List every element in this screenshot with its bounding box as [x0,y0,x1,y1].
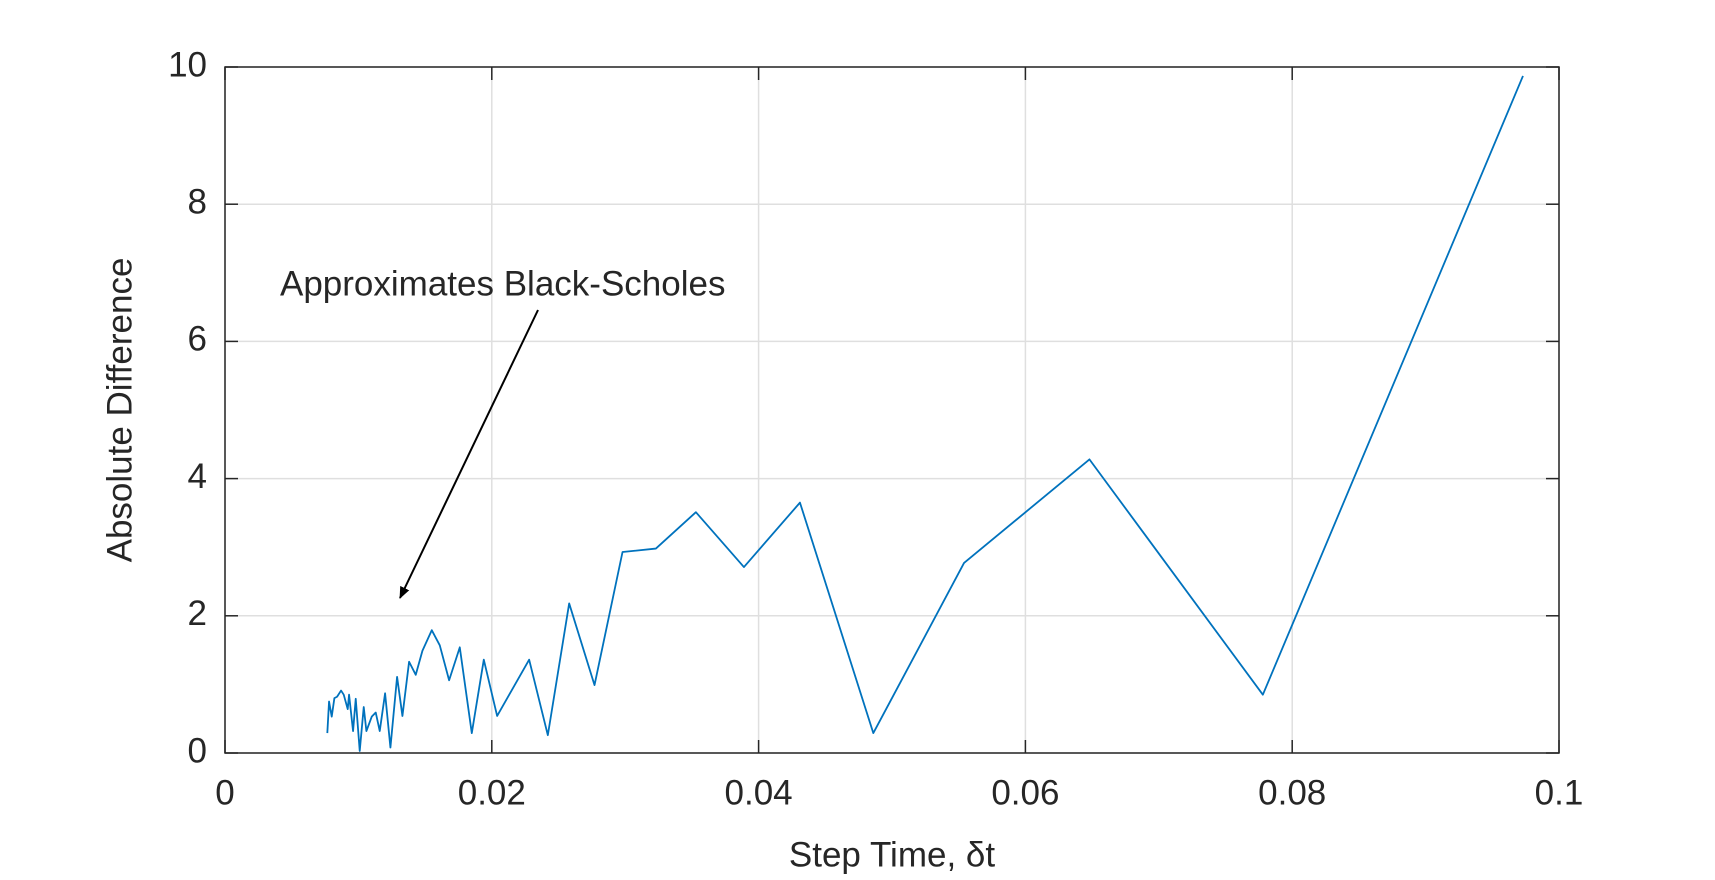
x-tick-label: 0.02 [458,773,526,812]
x-axis-label: Step Time, δt [789,835,995,874]
plot-frame [224,66,1560,754]
y-tick-label: 0 [188,731,207,770]
annotation-arrow [399,309,539,599]
x-tick-label: 0.04 [725,773,793,812]
x-tick-label: 0.08 [1258,773,1326,812]
annotation: Approximates Black-Scholes [280,264,725,303]
y-tick-label: 4 [188,457,207,496]
y-tick-label: 2 [188,594,207,633]
x-tick-label: 0 [215,773,234,812]
x-tick-label: 0.1 [1535,773,1584,812]
grid [224,66,1560,754]
x-tick-label: 0.06 [991,773,1059,812]
y-tick-label: 6 [188,320,207,359]
y-axis-label: Absolute Difference [100,258,139,563]
y-tick-label: 10 [168,45,207,84]
data-line [326,75,1524,752]
y-tick-label: 8 [188,182,207,221]
